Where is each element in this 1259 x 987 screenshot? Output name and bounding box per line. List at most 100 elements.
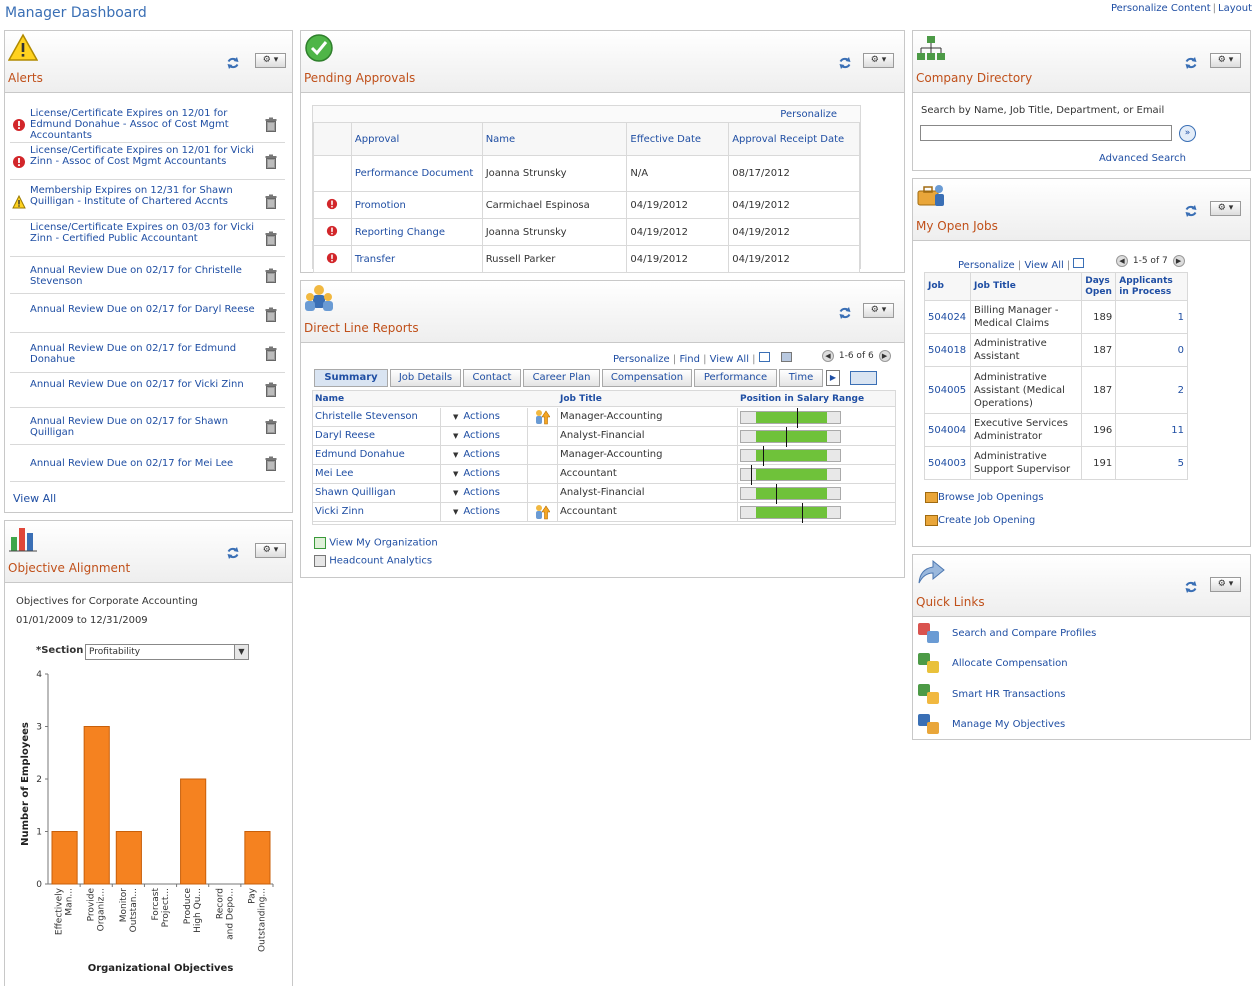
open-jobs-view-all-link[interactable]: View All [1024,260,1064,271]
personalize-content-link[interactable]: Personalize Content [1110,3,1211,14]
advanced-search-link[interactable]: Advanced Search [1099,153,1186,164]
tab-summary[interactable]: Summary [314,369,388,387]
column-header[interactable]: Name [315,394,345,404]
trash-icon[interactable] [265,419,277,434]
applicants-count-link[interactable]: 5 [1115,446,1188,480]
reports-find-link[interactable]: Find [679,354,700,365]
actions-label[interactable]: Actions [463,449,500,460]
job-id-link[interactable]: 504018 [924,333,971,367]
column-header[interactable]: Name [481,122,628,156]
quick-link-label[interactable]: Allocate Compensation [952,658,1068,669]
tab-compensation[interactable]: Compensation [602,369,692,387]
job-id-link[interactable]: 504004 [924,413,971,447]
column-header[interactable]: Effective Date [626,122,730,156]
refresh-icon[interactable] [226,546,240,560]
employee-name-link[interactable]: Daryl Reese [315,430,375,441]
alert-item[interactable]: License/Certificate Expires on 03/03 for… [10,220,285,257]
create-job-row[interactable]: Create Job Opening [925,515,1035,527]
alert-item[interactable]: Annual Review Due on 02/17 for Christell… [10,257,285,294]
applicants-count-link[interactable]: 11 [1115,413,1188,447]
tab-contact[interactable]: Contact [463,369,521,387]
alert-item[interactable]: Annual Review Due on 02/17 for Shawn Qui… [10,408,285,445]
column-header[interactable]: Position in Salary Range [740,394,865,404]
pagelet-menu-button[interactable]: ⚙ ▾ [1210,53,1241,68]
quick-link-label[interactable]: Search and Compare Profiles [952,628,1097,639]
column-header[interactable]: Job [924,272,971,301]
refresh-icon[interactable] [226,56,240,70]
actions-label[interactable]: Actions [463,506,500,517]
reports-personalize-link[interactable]: Personalize [613,354,670,365]
alert-item[interactable]: License/Certificate Expires on 12/01 for… [10,106,285,143]
view-my-organization-link[interactable]: View My Organization [329,537,438,549]
tab-time[interactable]: Time [779,369,823,387]
bar[interactable] [83,726,110,885]
column-header[interactable]: Approval [350,122,483,156]
next-page-icon[interactable]: ▶ [878,350,891,362]
open-jobs-personalize-link[interactable]: Personalize [958,260,1015,271]
employee-name-link[interactable]: Shawn Quilligan [315,487,396,498]
refresh-icon[interactable] [1184,204,1198,218]
actions-menu[interactable]: ▼ Actions [453,487,500,498]
browse-jobs-row[interactable]: Browse Job Openings [925,492,1044,504]
trash-icon[interactable] [265,117,277,132]
tab-job-details[interactable]: Job Details [390,369,461,387]
alert-item[interactable]: Annual Review Due on 02/17 for Vicki Zin… [10,371,285,408]
search-go-icon[interactable]: » [1179,125,1196,142]
actions-menu[interactable]: ▼ Actions [453,506,500,517]
employee-name-link[interactable]: Mei Lee [315,468,354,479]
actions-menu[interactable]: ▼ Actions [453,411,500,422]
alert-item[interactable]: Annual Review Due on 02/17 for Edmund Do… [10,335,285,373]
alert-text[interactable]: Annual Review Due on 02/17 for Mei Lee [30,458,234,469]
approval-link[interactable]: Promotion [350,191,483,219]
alert-text[interactable]: Annual Review Due on 02/17 for Daryl Ree… [30,303,255,315]
actions-menu[interactable]: ▼ Actions [453,449,500,460]
employee-name-link[interactable]: Vicki Zinn [315,506,364,517]
trash-icon[interactable] [265,194,277,209]
approval-link[interactable]: Reporting Change [350,218,483,246]
trash-icon[interactable] [265,456,277,471]
prev-page-icon[interactable]: ◀ [822,350,834,362]
approval-link[interactable]: Performance Document [350,155,483,192]
pagelet-menu-button[interactable]: ⚙ ▾ [863,53,894,68]
actions-label[interactable]: Actions [463,487,500,498]
bar[interactable] [51,831,78,885]
bar[interactable] [180,778,207,885]
promote-icon[interactable] [534,409,550,425]
alert-text[interactable]: Annual Review Due on 02/17 for Edmund Do… [30,343,237,365]
chevron-down-icon[interactable]: ▼ [234,645,248,659]
refresh-icon[interactable] [838,306,852,320]
directory-search-input[interactable] [920,125,1172,141]
alert-text[interactable]: License/Certificate Expires on 12/01 for… [30,145,255,167]
bar[interactable] [244,831,271,885]
section-select[interactable]: Profitability ▼ [85,644,249,660]
trash-icon[interactable] [265,268,277,283]
job-id-link[interactable]: 504005 [924,366,971,414]
next-page-icon[interactable]: ▶ [1172,255,1185,267]
alert-item[interactable]: License/Certificate Expires on 12/01 for… [10,143,285,180]
employee-name-link[interactable]: Edmund Donahue [315,449,405,460]
job-id-link[interactable]: 504003 [924,446,971,480]
pagelet-menu-button[interactable]: ⚙ ▾ [863,303,894,318]
actions-menu[interactable]: ▼ Actions [453,468,500,479]
prev-page-icon[interactable]: ◀ [1116,255,1128,267]
alert-text[interactable]: Membership Expires on 12/31 for Shawn Qu… [30,185,233,207]
column-header[interactable]: Applicants in Process [1115,272,1188,301]
promote-icon[interactable] [534,504,550,520]
pagelet-menu-button[interactable]: ⚙ ▾ [255,543,286,558]
headcount-analytics-link[interactable]: Headcount Analytics [329,555,433,567]
headcount-link-row[interactable]: Headcount Analytics [314,555,432,567]
refresh-icon[interactable] [1184,56,1198,70]
trash-icon[interactable] [265,346,277,361]
actions-label[interactable]: Actions [463,430,500,441]
trash-icon[interactable] [265,154,277,169]
view-org-link-row[interactable]: View My Organization [314,537,438,549]
pagelet-menu-button[interactable]: ⚙ ▾ [255,53,286,68]
zoom-icon[interactable] [758,352,770,362]
alert-item[interactable]: Annual Review Due on 02/17 for Daryl Ree… [10,296,285,333]
actions-label[interactable]: Actions [463,468,500,479]
bar[interactable] [115,831,142,885]
trash-icon[interactable] [265,307,277,322]
quick-link-label[interactable]: Smart HR Transactions [952,689,1066,700]
alert-text[interactable]: License/Certificate Expires on 03/03 for… [30,222,255,244]
quick-link-label[interactable]: Manage My Objectives [952,719,1066,730]
